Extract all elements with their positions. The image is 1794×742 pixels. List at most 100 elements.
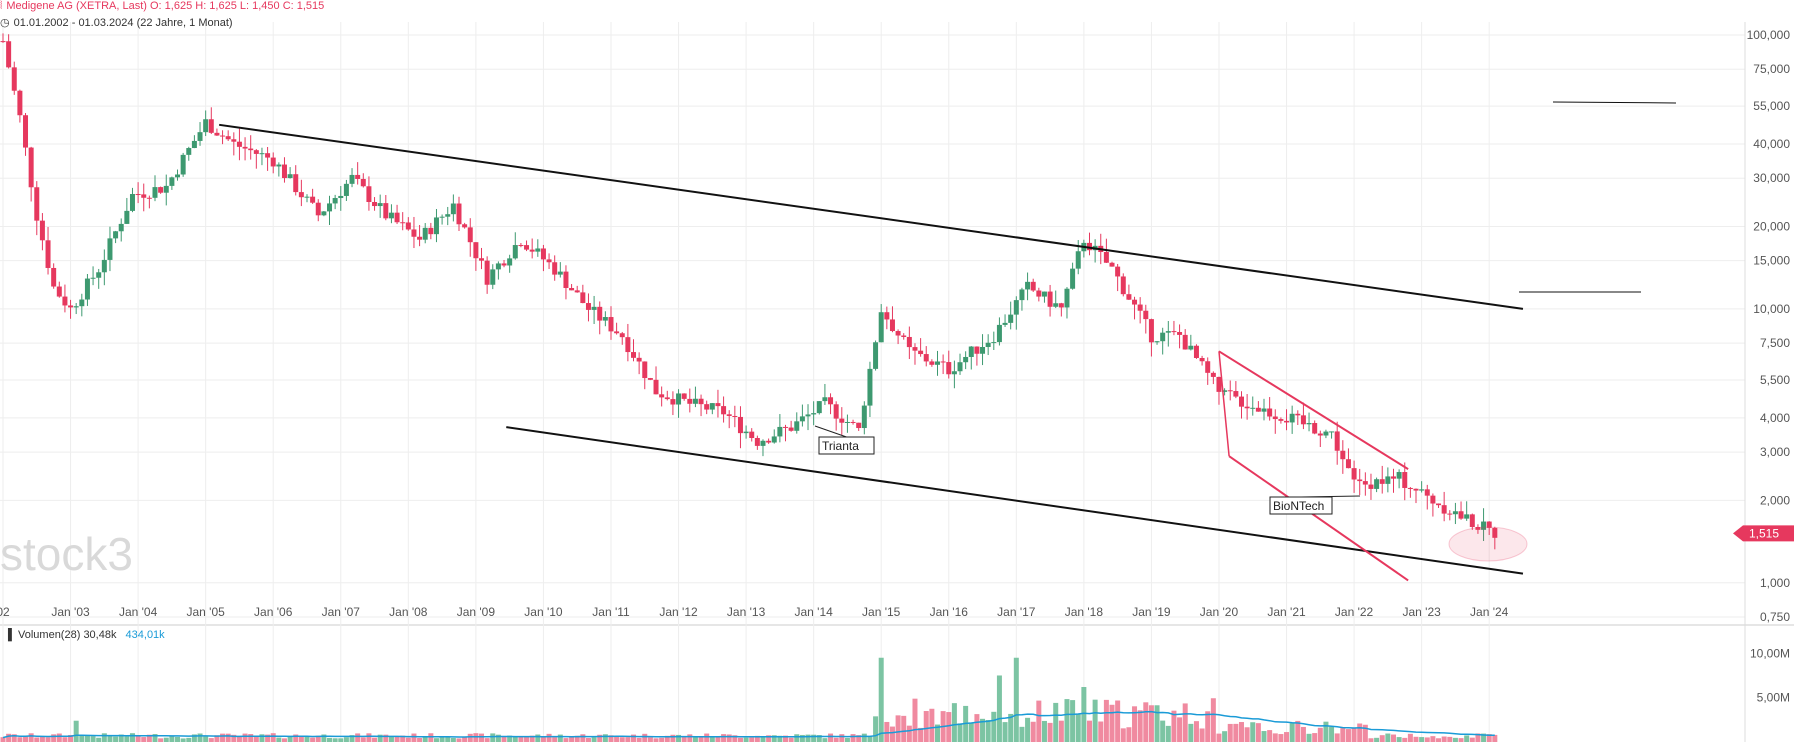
- candle-body: [957, 362, 963, 372]
- candle-body: [980, 346, 986, 354]
- volume-bar: [580, 734, 586, 742]
- candle-body: [1188, 345, 1194, 350]
- candle-body: [569, 288, 575, 291]
- volume-bar: [535, 734, 541, 742]
- candle-body: [721, 406, 727, 415]
- upper-trendline: [219, 123, 1524, 310]
- candle-body: [1345, 459, 1351, 469]
- candle-body: [1013, 300, 1019, 315]
- candle-body: [563, 271, 569, 289]
- volume-bar: [991, 711, 997, 742]
- candle-body: [39, 220, 45, 241]
- time-tick-label: Jan '15: [862, 605, 901, 619]
- candle-body: [1447, 513, 1453, 515]
- volume-bar: [698, 736, 704, 742]
- volume-bar: [101, 733, 107, 742]
- volume-bar: [529, 735, 535, 742]
- candle-body: [1199, 357, 1205, 362]
- volume-bar: [659, 737, 665, 742]
- volume-bar: [1086, 720, 1092, 742]
- candle-body: [1182, 334, 1188, 350]
- candle-body: [1284, 420, 1290, 423]
- volume-bar: [783, 735, 789, 742]
- candle-body: [608, 317, 614, 332]
- candle-body: [1278, 419, 1284, 421]
- volume-bar: [1143, 702, 1149, 742]
- candle-body: [878, 312, 884, 343]
- volume-bar: [152, 734, 158, 742]
- candle-body: [253, 150, 259, 154]
- candle-body: [450, 203, 456, 215]
- candle-body: [597, 306, 603, 321]
- candle-body: [743, 431, 749, 434]
- volume-bar: [501, 736, 507, 742]
- instrument-header: ⦚ Medigene AG (XETRA, Last) O: 1,625 H: 1…: [0, 0, 324, 13]
- candle-body: [681, 393, 687, 399]
- volume-bar: [1154, 705, 1160, 742]
- candle-body: [310, 196, 316, 203]
- candle-body: [1115, 266, 1121, 277]
- candle-body: [501, 263, 507, 266]
- candle-body: [281, 164, 287, 179]
- candle-body: [856, 422, 862, 429]
- horizontal-marker-1: [1552, 101, 1677, 104]
- candle-body: [1261, 408, 1267, 412]
- candle-body: [1137, 304, 1143, 311]
- candle-body: [349, 174, 355, 184]
- candle-body: [1334, 431, 1340, 451]
- time-tick-label: Jan '18: [1065, 605, 1104, 619]
- candle-body: [388, 212, 394, 219]
- volume-bar: [1469, 737, 1475, 742]
- candle-body: [1317, 433, 1323, 436]
- channel-lower: [1228, 455, 1409, 582]
- candle-body: [1143, 310, 1149, 320]
- candle-body: [631, 352, 637, 358]
- price-tick-label: 1,000: [1760, 576, 1790, 590]
- volume-bar: [79, 735, 85, 742]
- candle-body: [726, 414, 732, 416]
- volume-bar: [507, 735, 513, 742]
- volume-bar: [974, 714, 980, 742]
- volume-bar: [1430, 736, 1436, 742]
- candle-body: [861, 405, 867, 429]
- volume-bar: [158, 738, 164, 742]
- volume-bar: [276, 737, 282, 742]
- candle-body: [428, 227, 434, 235]
- candle-body: [552, 262, 558, 275]
- candle-body: [1464, 514, 1470, 519]
- candle-body: [1002, 322, 1008, 325]
- volume-bar: [1250, 722, 1256, 742]
- candle-body: [11, 67, 17, 91]
- volume-bar: [1312, 733, 1318, 742]
- chart-icon: ⦚: [0, 0, 3, 12]
- volume-bar: [124, 736, 130, 742]
- volume-bar: [220, 733, 226, 742]
- candle-body: [799, 416, 805, 422]
- volume-bar: [411, 733, 417, 742]
- candle-body: [490, 269, 496, 285]
- candle-body: [1154, 341, 1160, 343]
- volume-bar: [1008, 713, 1014, 742]
- candle-body: [445, 214, 451, 217]
- volume-bar: [777, 735, 783, 742]
- candle-body: [400, 222, 406, 224]
- candle-body: [113, 231, 119, 239]
- volume-value-1: 30,48k: [83, 629, 117, 641]
- candle-body: [1436, 503, 1442, 506]
- bars-icon: ▐: [4, 629, 12, 641]
- volume-bar: [1261, 731, 1267, 742]
- candle-body: [732, 415, 738, 417]
- candle-body: [1385, 476, 1391, 484]
- time-tick-label: Jan '21: [1267, 605, 1306, 619]
- candle-body: [805, 414, 811, 417]
- volume-bar: [923, 711, 929, 742]
- candle-body: [507, 258, 513, 266]
- volume-bar: [929, 708, 935, 742]
- volume-bar: [647, 737, 653, 742]
- candle-body: [405, 222, 411, 230]
- candle-body: [6, 41, 12, 68]
- candle-body: [1469, 514, 1475, 527]
- candle-body: [220, 135, 226, 137]
- candle-body: [197, 132, 203, 141]
